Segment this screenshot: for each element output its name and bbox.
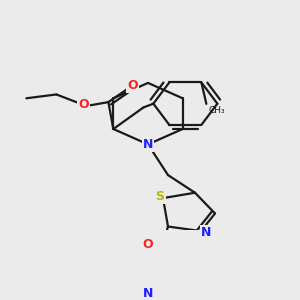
Text: CH₃: CH₃ xyxy=(208,106,225,115)
Text: O: O xyxy=(143,238,153,251)
Text: O: O xyxy=(127,79,138,92)
Text: S: S xyxy=(155,190,164,203)
Text: N: N xyxy=(201,226,211,239)
Text: N: N xyxy=(143,138,153,151)
Text: N: N xyxy=(143,287,153,300)
Text: O: O xyxy=(78,98,89,111)
